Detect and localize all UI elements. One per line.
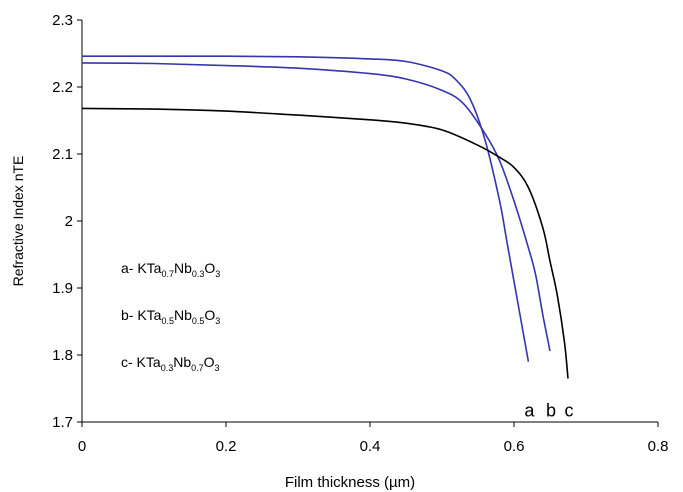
legend-subscript: 3 [215, 363, 220, 373]
x-tick-label: 0.4 [360, 438, 381, 455]
series-line-b [81, 62, 551, 352]
legend-subscript: 0.3 [192, 269, 205, 279]
legend-text: Nb [174, 307, 192, 323]
y-tick-label: 2 [65, 213, 73, 230]
y-tick-label: 1.8 [52, 347, 73, 364]
y-axis-label: Refractive Index nTE [10, 156, 26, 287]
y-tick-label: 2.3 [52, 12, 73, 29]
x-axis-ticks: 0 0.2 0.4 0.6 0.8 [78, 422, 669, 455]
legend-text: a- KTa [121, 260, 162, 276]
legend-subscript: 0.3 [161, 363, 174, 373]
legend-text: Nb [174, 260, 192, 276]
legend-subscript: 0.5 [161, 316, 174, 326]
y-tick-label: 1.9 [52, 280, 73, 297]
legend-text: O [204, 307, 215, 323]
x-axis-label: Film thickness (µm) [285, 474, 415, 491]
legend-entry: b- KTa0.5Nb0.5O3 [121, 307, 220, 326]
series-end-label-c: c [565, 401, 574, 421]
series-end-label-a: a [524, 401, 535, 421]
x-tick-label: 0 [78, 438, 86, 455]
series-end-label-b: b [546, 401, 556, 421]
legend-subscript: 0.5 [192, 316, 205, 326]
legend-text: Nb [173, 354, 191, 370]
x-tick-label: 0.2 [216, 438, 237, 455]
series-lines [81, 55, 569, 379]
legend-text: b- KTa [121, 307, 162, 323]
legend-subscript: 0.7 [191, 363, 204, 373]
x-tick-label: 0.8 [648, 438, 669, 455]
x-tick-label: 0.6 [504, 438, 525, 455]
legend-text: c- KTa [121, 354, 161, 370]
legend-subscript: 3 [215, 269, 220, 279]
y-axis-ticks: 1.7 1.8 1.9 2 2.1 2.2 2.3 [52, 12, 82, 431]
legend-entry: c- KTa0.3Nb0.7O3 [121, 354, 220, 373]
legend-entry: a- KTa0.7Nb0.3O3 [121, 260, 220, 279]
legend-text: O [204, 260, 215, 276]
series-line-c [81, 107, 569, 379]
y-tick-label: 2.1 [52, 146, 73, 163]
legend-text: O [204, 354, 215, 370]
legend-subscript: 3 [215, 316, 220, 326]
legend-subscript: 0.7 [161, 269, 174, 279]
y-tick-label: 2.2 [52, 79, 73, 96]
series-line-a [82, 55, 530, 362]
y-tick-label: 1.7 [52, 414, 73, 431]
